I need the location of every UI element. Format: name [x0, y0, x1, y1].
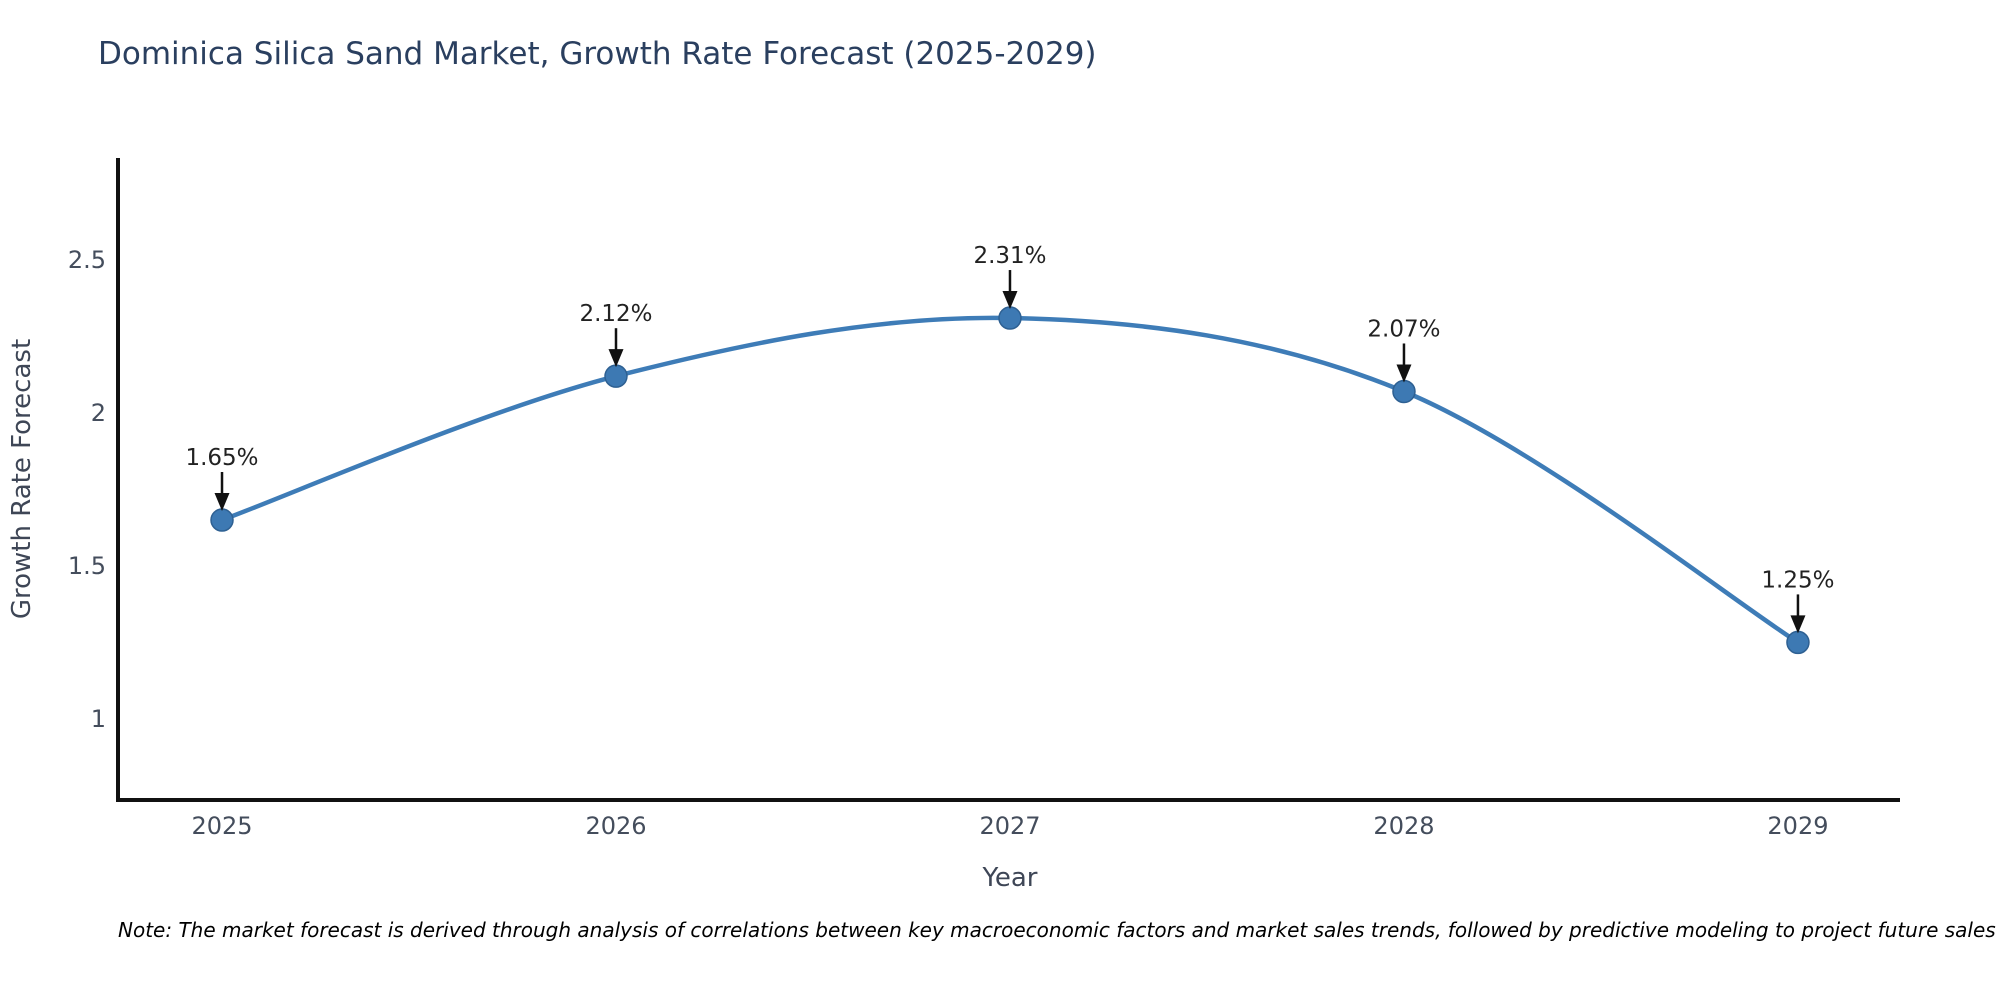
y-axis-tick-label: 2.5 — [68, 246, 106, 274]
point-value-label: 2.07% — [1367, 316, 1440, 342]
annotation-arrowhead — [1396, 364, 1412, 383]
annotation-arrowhead — [214, 493, 230, 512]
x-axis-tick-label: 2026 — [585, 812, 646, 840]
axis-spines — [116, 158, 1900, 802]
point-value-label: 1.65% — [185, 445, 258, 471]
x-axis-title: Year — [981, 863, 1037, 893]
y-axis-tick-label: 2 — [91, 399, 106, 427]
point-value-label: 2.12% — [579, 301, 652, 327]
x-axis-tick-label: 2025 — [191, 812, 252, 840]
y-axis-tick-label: 1 — [91, 705, 106, 733]
y-axis-tick-label: 1.5 — [68, 552, 106, 580]
data-point-marker — [604, 364, 628, 388]
data-point-marker — [1786, 630, 1810, 655]
chart-title: Dominica Silica Sand Market, Growth Rate… — [98, 36, 1097, 72]
annotation-arrowhead — [1002, 291, 1018, 310]
data-point-marker — [998, 306, 1022, 330]
x-axis-tick-label: 2028 — [1373, 812, 1434, 840]
y-axis-title: Growth Rate Forecast — [7, 339, 37, 619]
annotation-arrowhead — [1790, 615, 1806, 634]
point-value-label: 2.31% — [973, 243, 1046, 269]
footnote: Note: The market forecast is derived thr… — [118, 918, 1996, 942]
forecast-line-series — [219, 315, 1801, 645]
data-point-marker — [1392, 379, 1416, 404]
annotation-arrowhead — [608, 349, 624, 368]
x-axis-tick-label: 2027 — [979, 812, 1040, 840]
x-axis-tick-label: 2029 — [1767, 812, 1828, 840]
data-point-marker — [210, 508, 234, 532]
point-value-label: 1.25% — [1761, 567, 1834, 593]
